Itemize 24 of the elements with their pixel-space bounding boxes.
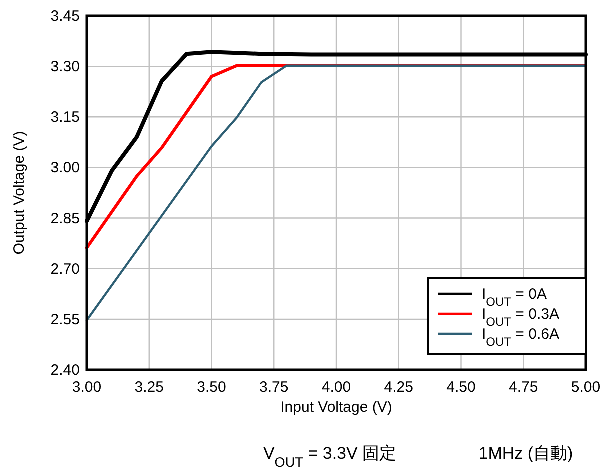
legend-label: I$_{OUT}$ = 0.6A: [482, 326, 560, 349]
y-tick-label: 3.00: [50, 160, 80, 177]
x-tick-label: 3.25: [134, 379, 164, 396]
text: V$_{OUT}$ = 3.3V 固定: [263, 444, 397, 469]
x-tick-label: 5.00: [571, 379, 601, 396]
y-tick-label: 3.30: [50, 58, 80, 76]
x-axis-title: Input Voltage (V): [280, 399, 392, 416]
y-axis-title: Output Voltage (V): [11, 131, 28, 255]
y-tick-label: 2.40: [50, 362, 80, 379]
x-tick-label: 3.00: [72, 379, 102, 396]
y-tick-label: 3.45: [50, 8, 80, 25]
x-tick-label: 4.75: [509, 379, 538, 396]
x-tick-label: 3.75: [260, 379, 289, 396]
x-tick-label: 4.25: [384, 379, 414, 396]
x-tick-label: 4.50: [446, 379, 476, 396]
text: 1MHz (自動): [478, 444, 574, 463]
y-tick-label: 3.15: [50, 109, 80, 126]
y-tick-label: 2.55: [50, 311, 80, 328]
legend-label: I$_{OUT}$ = 0A: [482, 286, 547, 309]
x-tick-label: 3.50: [197, 379, 226, 396]
y-tick-label: 2.70: [50, 260, 80, 278]
x-tick-label: 4.00: [322, 379, 352, 396]
legend-label: I$_{OUT}$ = 0.3A: [482, 306, 560, 329]
y-tick-label: 2.85: [50, 210, 80, 228]
